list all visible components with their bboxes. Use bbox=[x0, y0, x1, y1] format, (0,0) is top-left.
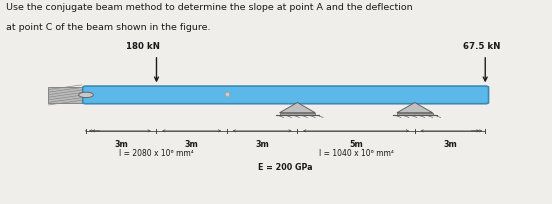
Text: I = 1040 x 10⁶ mm⁴: I = 1040 x 10⁶ mm⁴ bbox=[319, 149, 394, 158]
Polygon shape bbox=[397, 102, 433, 113]
Circle shape bbox=[79, 92, 93, 98]
FancyBboxPatch shape bbox=[83, 86, 489, 104]
Bar bbox=[279, 113, 315, 115]
Polygon shape bbox=[279, 102, 315, 113]
Text: E = 200 GPa: E = 200 GPa bbox=[258, 163, 313, 172]
Text: Use the conjugate beam method to determine the slope at point A and the deflecti: Use the conjugate beam method to determi… bbox=[6, 3, 413, 12]
Text: 67.5 kN: 67.5 kN bbox=[463, 42, 501, 51]
Bar bbox=[49, 87, 82, 103]
Text: 3m: 3m bbox=[255, 140, 269, 149]
Bar bbox=[397, 113, 433, 115]
Text: I = 2080 x 10⁶ mm⁴: I = 2080 x 10⁶ mm⁴ bbox=[119, 149, 194, 158]
Text: 180 kN: 180 kN bbox=[126, 42, 160, 51]
Text: 3m: 3m bbox=[185, 140, 199, 149]
Text: 3m: 3m bbox=[114, 140, 128, 149]
Text: 3m: 3m bbox=[443, 140, 457, 149]
Text: 5m: 5m bbox=[349, 140, 363, 149]
Text: at point C of the beam shown in the figure.: at point C of the beam shown in the figu… bbox=[6, 23, 211, 32]
